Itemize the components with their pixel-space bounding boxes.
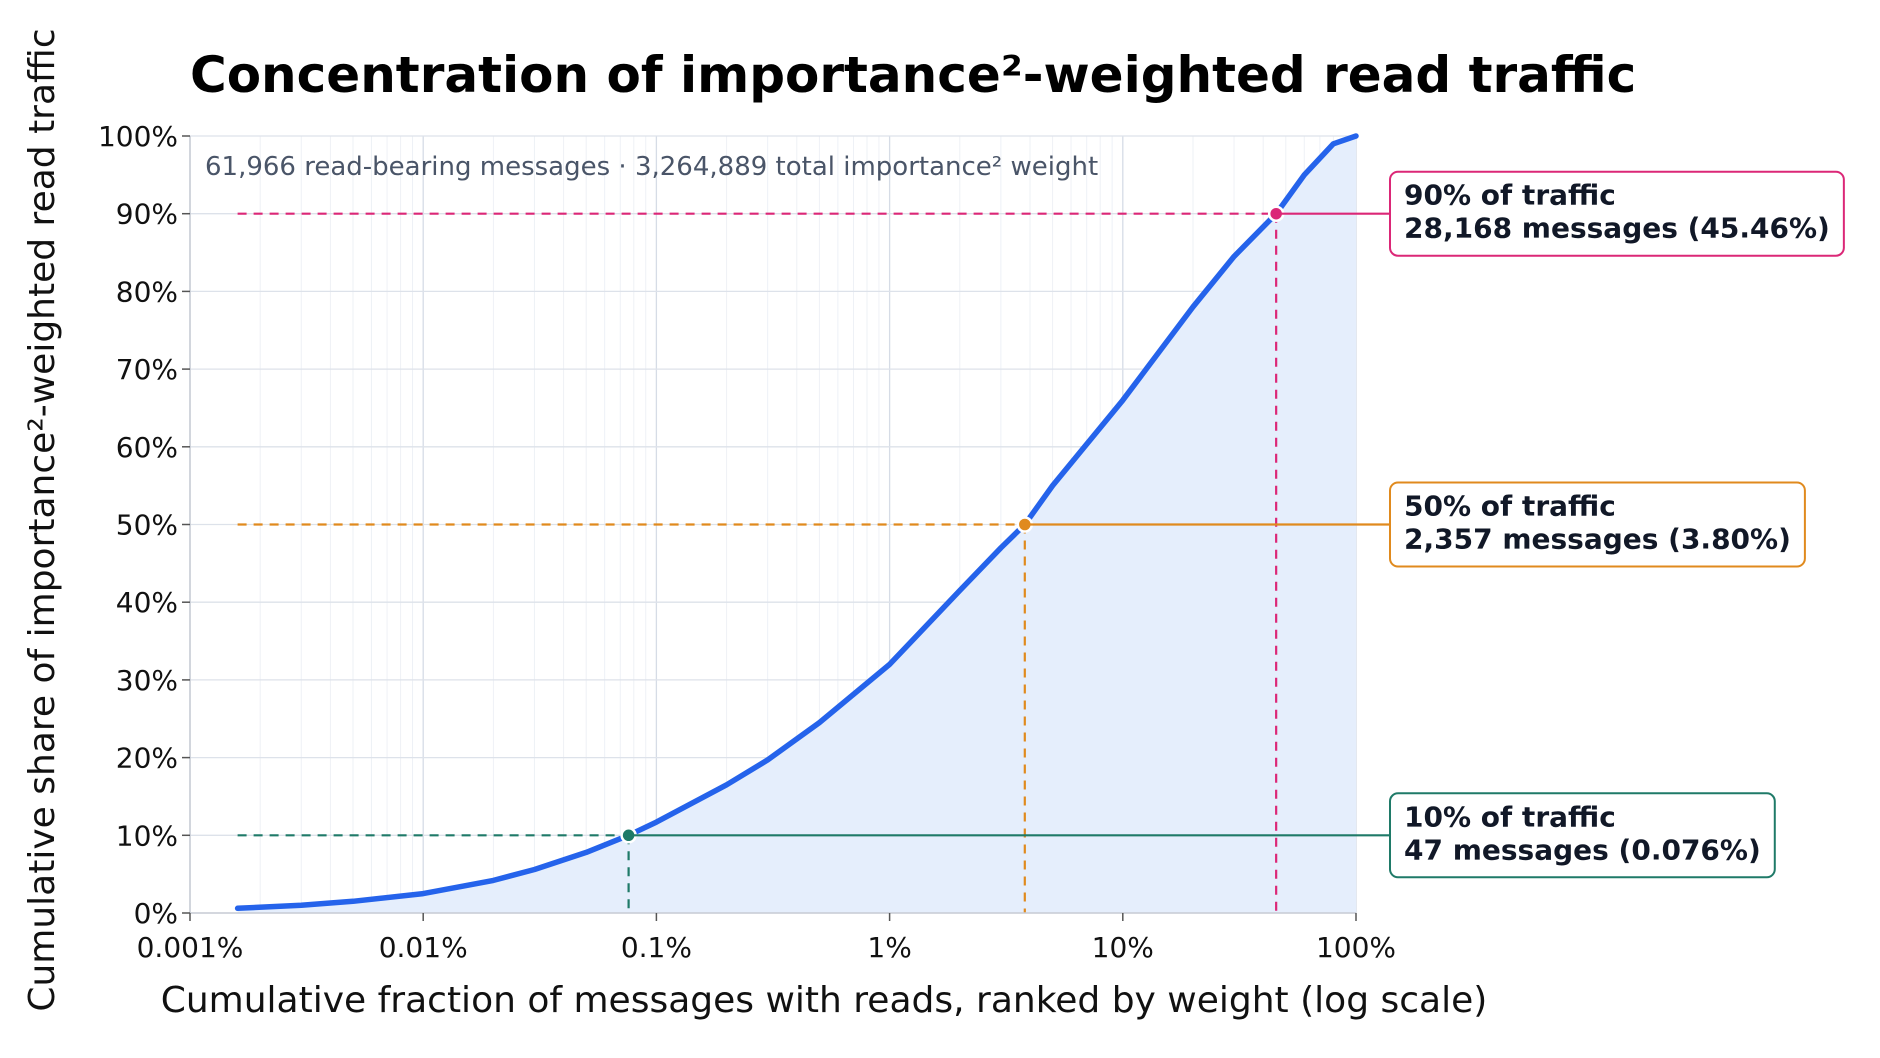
- curve: [234, 133, 1359, 912]
- area-fill: [237, 136, 1357, 913]
- cumulative-curve: [234, 133, 1359, 912]
- axes: [182, 135, 1357, 921]
- y-tick-label: 10%: [116, 819, 178, 852]
- area-under-curve: [237, 136, 1357, 913]
- chart-title: Concentration of importance²-weighted re…: [190, 46, 1636, 104]
- y-tick-label: 30%: [116, 664, 178, 697]
- y-tick-label: 40%: [116, 586, 178, 619]
- y-tick-label: 50%: [116, 509, 178, 542]
- y-tick-label: 20%: [116, 742, 178, 775]
- x-axis-label: Cumulative fraction of messages with rea…: [161, 980, 1488, 1021]
- x-tick-labels: 0.001% 0.01% 0.1% 1% 10% 100%: [137, 931, 1396, 964]
- y-tick-label: 70%: [116, 353, 178, 386]
- annotation-line2: 47 messages (0.076%): [1404, 833, 1761, 866]
- chart-subtitle: 61,966 read-bearing messages · 3,264,889…: [205, 152, 1098, 182]
- y-tick-label: 80%: [116, 275, 178, 308]
- annotation-line2: 28,168 messages (45.46%): [1404, 212, 1830, 245]
- x-tick-label: 0.1%: [621, 931, 692, 964]
- annotation-frame: [1389, 792, 1776, 879]
- y-axis-label: Cumulative share of importance²-weighted…: [22, 28, 63, 1011]
- y-tick-label: 60%: [116, 431, 178, 464]
- y-tick-labels: 0% 10% 20% 30% 40% 50% 60% 70% 80% 90% 100%: [98, 120, 178, 930]
- annotation-line2: 2,357 messages (3.80%): [1404, 523, 1791, 556]
- annotation-line1: 50% of traffic: [1404, 490, 1616, 523]
- threshold-guides: [237, 212, 1278, 913]
- y-tick-label: 100%: [98, 120, 178, 153]
- x-tick-label: 0.01%: [379, 931, 468, 964]
- annotation-line1: 90% of traffic: [1404, 179, 1616, 212]
- y-tick-label: 90%: [116, 198, 178, 231]
- x-tick-label: 10%: [1092, 931, 1154, 964]
- x-tick-label: 1%: [867, 931, 911, 964]
- x-tick-label: 100%: [1316, 931, 1396, 964]
- annotation-frame: [1389, 481, 1806, 568]
- y-tick-label: 0%: [134, 897, 178, 930]
- annotation-line1: 10% of traffic: [1404, 800, 1616, 833]
- annotation-frame: [1389, 170, 1845, 257]
- x-tick-label: 0.001%: [137, 931, 244, 964]
